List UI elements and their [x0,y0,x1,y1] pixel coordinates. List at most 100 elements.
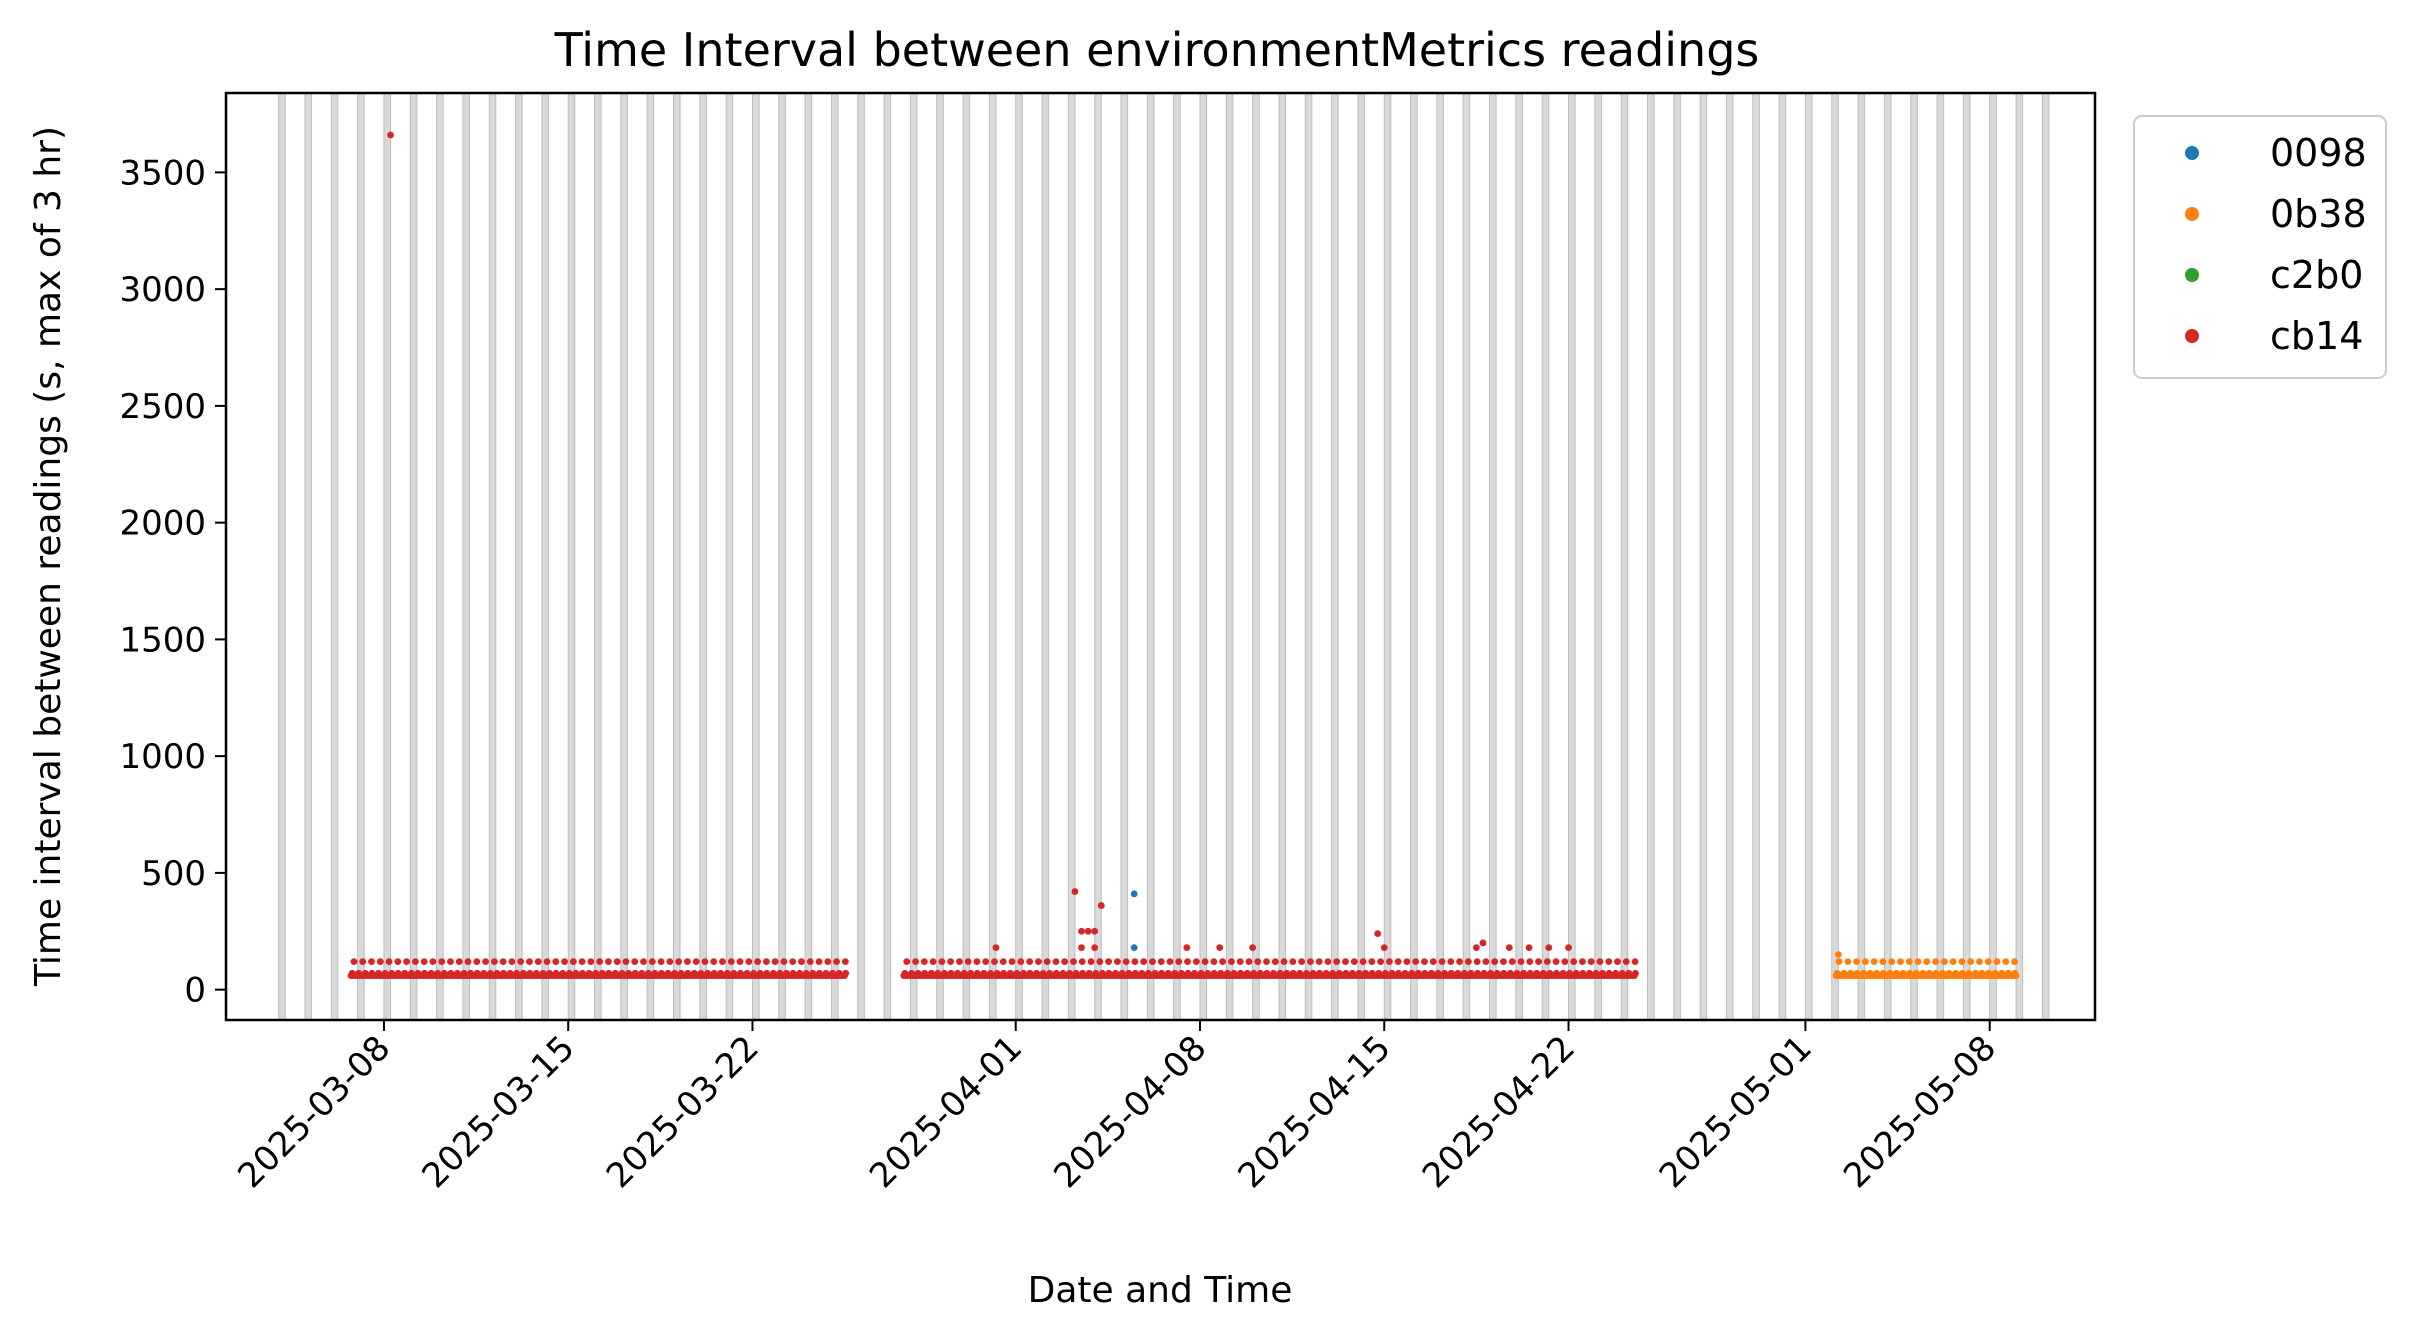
night-band [830,92,839,1021]
data-point [1447,958,1455,966]
y-tick-label: 1500 [119,620,206,660]
data-point [385,958,393,966]
data-point [982,958,990,966]
data-point [1219,958,1227,966]
data-point [1622,958,1630,966]
data-point [605,958,612,966]
data-point [1130,890,1138,898]
data-point [1500,958,1507,966]
data-point [1967,958,1975,966]
data-point [499,958,507,966]
y-axis-label: Time interval between readings (s, max o… [28,126,69,987]
data-point [2002,958,2010,966]
night-band [1857,92,1866,1021]
data-point [455,958,463,966]
data-point [657,958,665,966]
data-point [833,958,840,966]
data-point [1993,958,2001,966]
data-point [789,958,797,966]
night-band [1962,92,1971,1021]
data-point [534,958,542,966]
data-point [1545,944,1553,952]
data-point [1834,951,1842,959]
data-point [1091,927,1099,935]
data-point [473,958,481,966]
data-point [587,958,595,966]
data-point [947,958,955,966]
data-point [1888,958,1896,966]
data-point [1254,958,1262,966]
data-point [376,958,384,966]
data-point [2012,972,2020,980]
data-point [1071,888,1079,895]
data-point [1034,958,1042,966]
data-point [762,958,770,966]
night-band [1252,92,1260,1021]
night-band [1067,92,1076,1021]
data-point [1879,958,1887,966]
data-point [552,958,560,966]
data-point [1216,944,1224,952]
night-band [515,92,523,1021]
data-point [1096,958,1104,966]
data-point [1984,958,1992,966]
data-point [1105,958,1112,966]
night-band [1725,92,1734,1021]
night-band [1594,92,1602,1021]
data-point [1525,944,1533,952]
data-point [1091,944,1099,952]
series-0098 [1130,890,1138,952]
night-band [751,92,760,1021]
data-point [1421,958,1428,966]
night-band [1804,92,1813,1021]
night-band [1831,92,1839,1021]
data-point [596,958,604,966]
data-point [517,958,525,966]
data-point [1923,958,1931,966]
data-point [938,958,946,966]
data-point [920,958,928,966]
data-point [1008,958,1016,966]
night-band [1778,92,1787,1021]
data-point [350,958,358,966]
data-point [464,958,472,966]
data-point [569,958,577,966]
y-tick-label: 500 [141,854,206,894]
data-point [438,958,446,966]
data-point [1149,958,1156,966]
data-point [912,958,919,966]
data-point [824,958,832,966]
night-band [620,92,628,1021]
night-band [594,92,602,1021]
data-point [1087,958,1095,966]
night-band [1568,92,1576,1021]
night-band [1357,92,1366,1021]
data-point [631,958,639,966]
night-band [699,92,707,1021]
data-point [1482,958,1490,966]
data-point [1429,958,1437,966]
night-band [1883,92,1892,1021]
night-band [883,92,892,1021]
data-point [1140,958,1148,966]
night-band [1199,92,1208,1021]
y-tick-label: 2500 [119,387,206,427]
data-point [622,958,630,966]
data-point [368,958,375,966]
legend-marker [2185,207,2199,221]
data-point [1853,958,1861,966]
data-point [1374,930,1382,938]
legend: 0098 0b38 c2b0 cb14 [2133,115,2387,379]
data-point [526,958,533,966]
night-band [357,92,365,1021]
data-point [1587,958,1595,966]
data-point [1552,958,1560,966]
data-point [1385,958,1393,966]
data-point [543,958,551,966]
data-point [1976,958,1983,966]
data-point [1464,958,1472,966]
night-band [804,92,813,1021]
data-point [1905,958,1913,966]
data-point [1897,958,1904,966]
